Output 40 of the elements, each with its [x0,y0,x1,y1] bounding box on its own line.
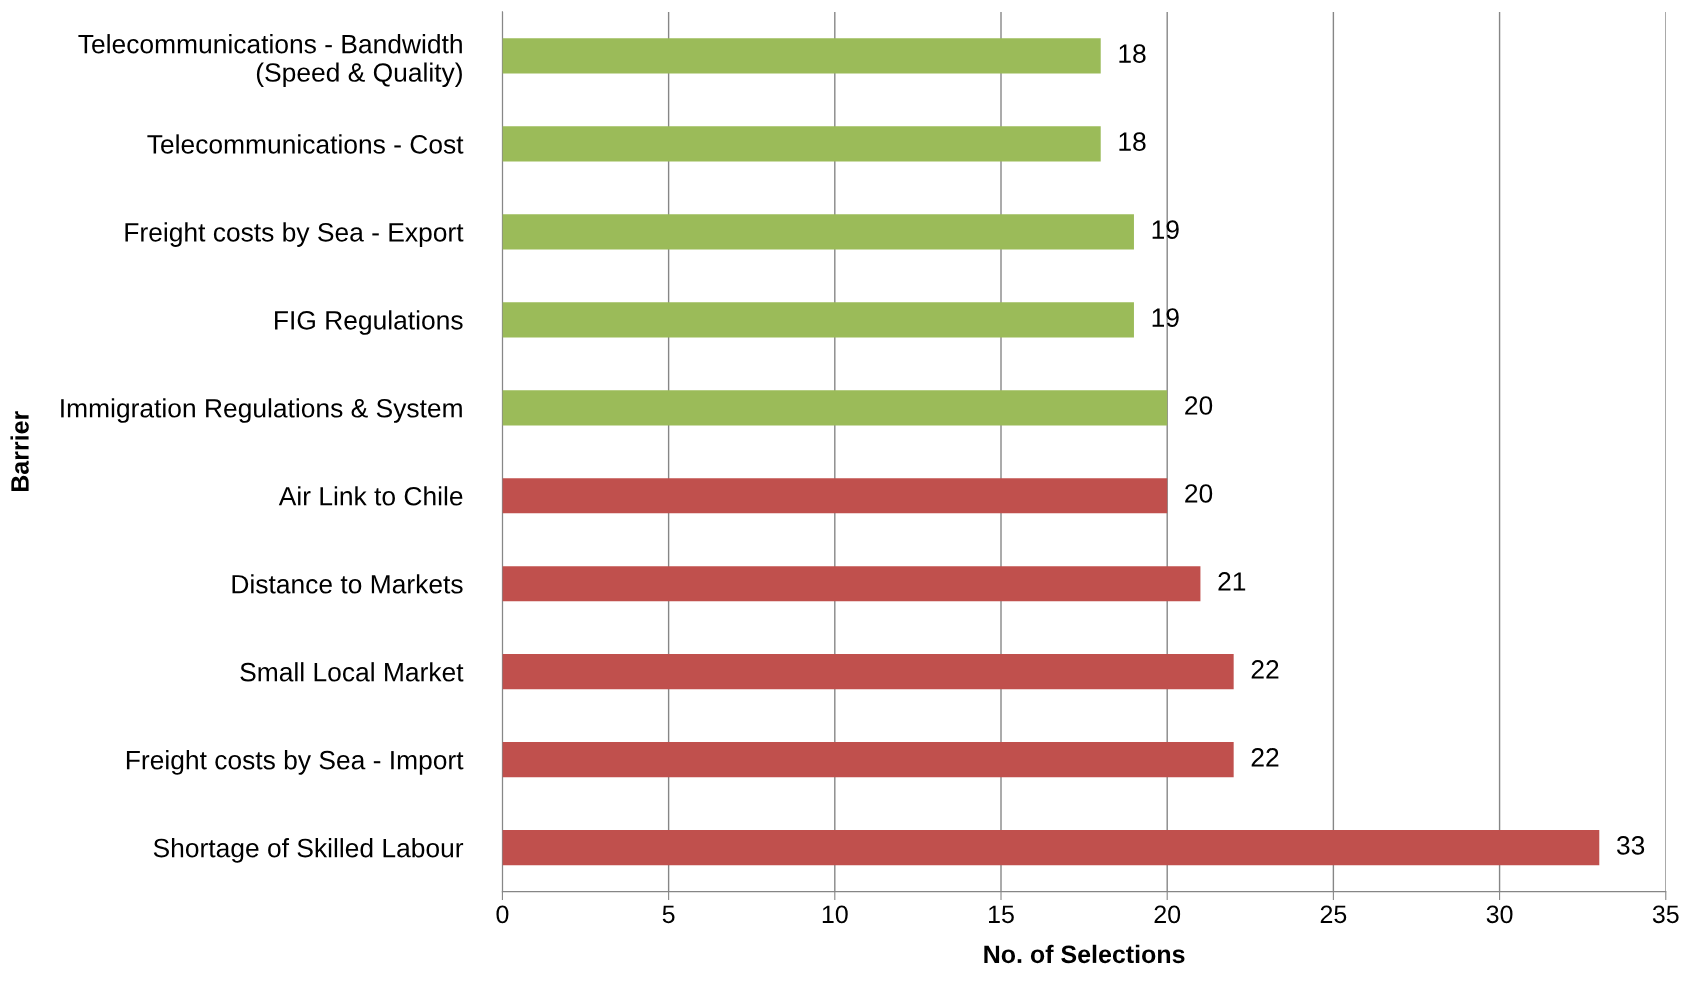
data-label: 21 [1218,572,1246,591]
bar [502,654,1234,690]
data-label: 33 [1616,836,1645,855]
bar [502,390,1168,426]
data-label: 20 [1185,396,1213,415]
data-label: 19 [1152,308,1179,327]
y-tick-label: Freight costs by Sea - Import [126,750,464,775]
data-label: 22 [1251,660,1279,679]
data-label: 20 [1185,484,1213,503]
y-tick-label: Distance to Markets [232,574,463,594]
x-tick-label: 10 [822,905,848,924]
data-label: 19 [1152,220,1179,239]
y-tick-label: Telecommunications - Bandwidth (Speed & Quality) [78,34,462,88]
x-axis-title: No. of Selections [984,944,1185,964]
bar [502,302,1134,338]
x-tick-label: 15 [989,905,1014,924]
data-label: 22 [1251,748,1279,767]
y-tick-label: Air Link to Chile [278,486,463,506]
y-tick-label: Shortage of Skilled Labour [153,838,464,863]
x-tick-label: 20 [1154,905,1181,924]
x-tick-label: 35 [1652,905,1679,924]
y-tick-label: FIG Regulations [275,310,463,335]
bar [502,830,1600,866]
y-tick-label: Telecommunications - Cost [147,134,464,154]
y-tick-label: Immigration Regulations & System [61,398,462,423]
x-tick-label: 25 [1320,905,1347,924]
bar [502,126,1101,162]
x-tick-label: 5 [662,905,675,924]
x-tick-label: 30 [1486,905,1513,924]
bar [502,566,1201,602]
bar [502,742,1234,778]
bar [502,214,1134,250]
y-tick-label: Small Local Market [240,662,464,682]
bar [502,478,1168,514]
x-tick-label: 0 [496,905,509,924]
data-label: 18 [1119,44,1146,63]
y-tick-label: Freight costs by Sea - Export [125,222,464,247]
bar [502,38,1101,74]
y-axis-title: Barrier [10,411,29,492]
data-label: 18 [1119,132,1146,151]
